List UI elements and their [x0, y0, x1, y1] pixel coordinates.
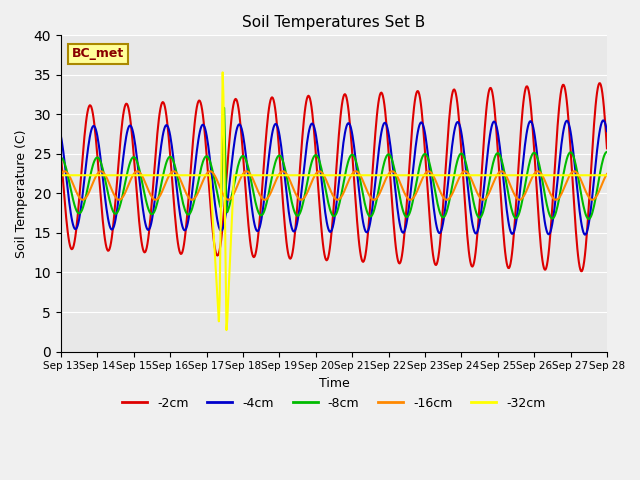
-2cm — [179, 249, 186, 255]
-32cm — [402, 172, 410, 178]
-2cm — [595, 80, 603, 86]
-16cm — [207, 168, 215, 174]
-8cm — [123, 171, 131, 177]
-16cm — [416, 181, 424, 187]
-4cm — [123, 130, 131, 136]
-32cm — [223, 327, 230, 333]
-2cm — [207, 213, 215, 218]
-2cm — [416, 96, 424, 102]
-2cm — [67, 245, 75, 251]
Line: -16cm: -16cm — [61, 171, 607, 200]
-32cm — [123, 172, 131, 178]
Title: Soil Temperatures Set B: Soil Temperatures Set B — [243, 15, 426, 30]
-8cm — [179, 198, 186, 204]
-32cm — [207, 191, 215, 197]
-32cm — [219, 70, 227, 75]
-32cm — [179, 172, 186, 178]
-8cm — [220, 105, 228, 111]
-8cm — [585, 216, 593, 222]
-16cm — [123, 186, 131, 192]
-16cm — [57, 171, 65, 177]
-2cm — [603, 145, 611, 151]
-8cm — [401, 213, 409, 218]
Line: -8cm: -8cm — [61, 108, 607, 219]
-8cm — [417, 158, 425, 164]
-2cm — [57, 153, 65, 158]
-4cm — [599, 118, 607, 123]
-2cm — [577, 268, 585, 274]
-4cm — [603, 128, 611, 134]
-4cm — [581, 232, 589, 238]
-4cm — [416, 120, 424, 126]
-4cm — [179, 224, 186, 229]
Line: -4cm: -4cm — [61, 120, 607, 235]
Text: BC_met: BC_met — [72, 48, 124, 60]
-32cm — [57, 172, 65, 178]
-16cm — [603, 171, 611, 177]
Line: -32cm: -32cm — [61, 72, 607, 330]
-16cm — [179, 181, 186, 187]
Y-axis label: Soil Temperature (C): Soil Temperature (C) — [15, 129, 28, 258]
-4cm — [207, 168, 215, 174]
-8cm — [207, 163, 215, 168]
-8cm — [603, 149, 611, 155]
-32cm — [67, 172, 75, 178]
X-axis label: Time: Time — [319, 377, 349, 390]
-4cm — [401, 229, 408, 235]
-8cm — [67, 186, 75, 192]
-2cm — [123, 101, 131, 107]
-16cm — [497, 168, 505, 174]
-16cm — [401, 190, 408, 195]
Legend: -2cm, -4cm, -8cm, -16cm, -32cm: -2cm, -4cm, -8cm, -16cm, -32cm — [117, 392, 550, 415]
-4cm — [57, 133, 65, 139]
Line: -2cm: -2cm — [61, 83, 607, 271]
-32cm — [418, 172, 426, 178]
-32cm — [603, 172, 611, 178]
-16cm — [479, 197, 487, 203]
-2cm — [401, 234, 408, 240]
-8cm — [57, 155, 65, 161]
-4cm — [67, 210, 75, 216]
-16cm — [67, 176, 75, 181]
